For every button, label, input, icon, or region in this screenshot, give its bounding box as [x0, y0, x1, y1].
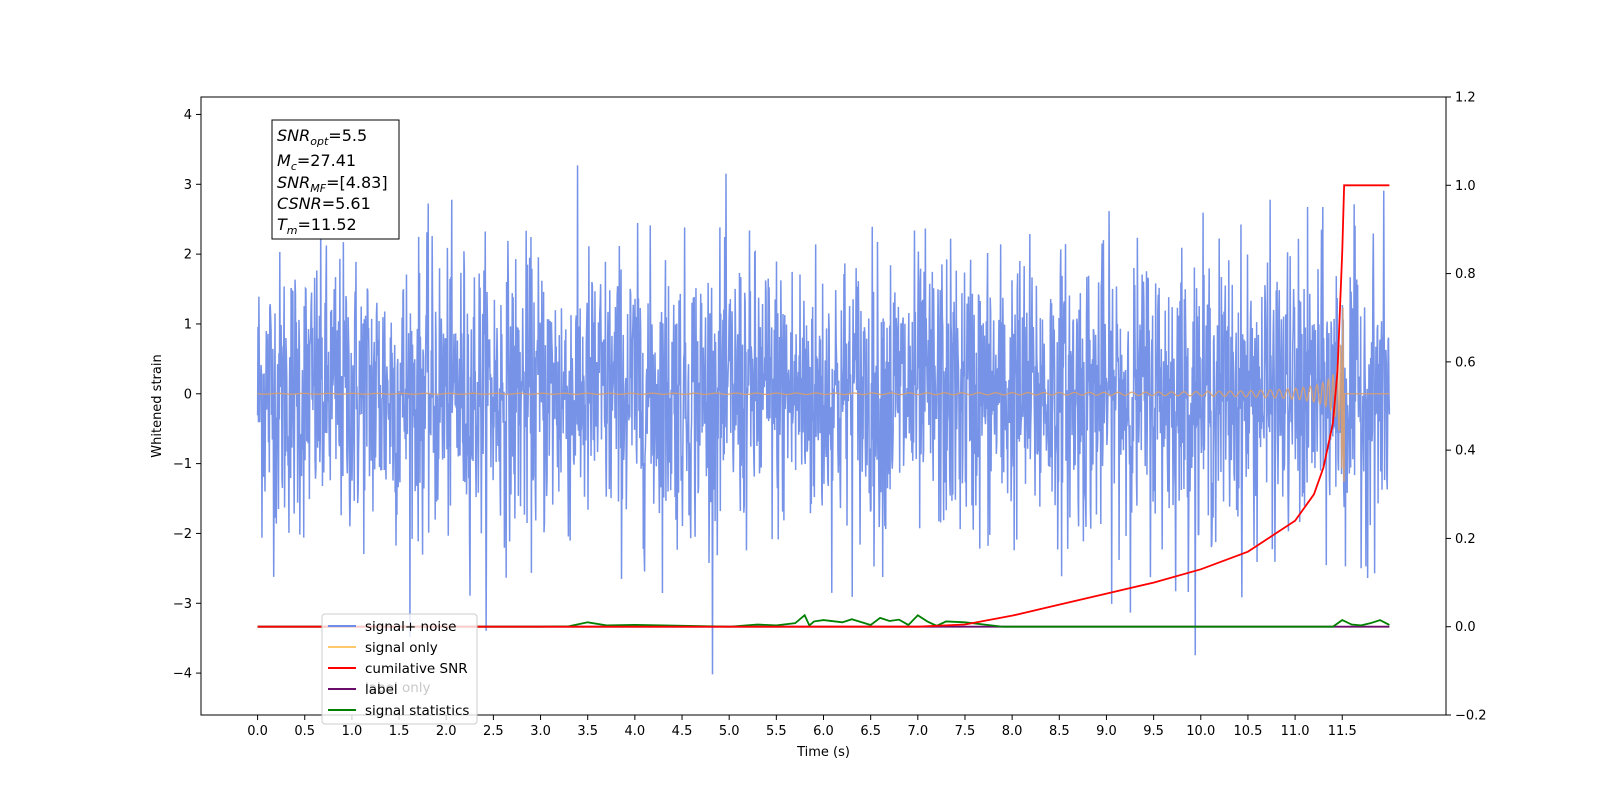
y-tick-label: −1: [173, 457, 192, 472]
x-tick-label: 1.0: [342, 724, 363, 739]
stats-annotation-box: SNRopt=5.5 Mc=27.41 SNRMF=[4.83] CSNR=5.…: [271, 119, 400, 240]
x-tick-label: 4.5: [672, 724, 693, 739]
y-tick-label: −2: [173, 527, 192, 542]
annotation-snr-opt: SNRopt=5.5: [277, 126, 367, 148]
x-tick-label: 5.0: [719, 724, 740, 739]
y-right-tick-label: 0.6: [1455, 355, 1476, 370]
y-right-tick-label: 1.2: [1455, 91, 1476, 106]
y-tick-label: 3: [184, 178, 192, 193]
series-cumulative-snr-line: [257, 184, 1390, 628]
x-tick-label: 9.0: [1096, 724, 1117, 739]
series-signal-plus-noise-line: [256, 165, 1391, 675]
y-tick-label: 0: [184, 387, 192, 402]
annotation-snr-mf: SNRMF=[4.83]: [277, 173, 388, 195]
legend: label only signal+ noise signal only cumil…: [321, 613, 478, 725]
legend-entry-label: signal+ noise: [365, 619, 456, 635]
y-tick-label: −3: [173, 597, 192, 612]
x-tick-label: 6.5: [860, 724, 881, 739]
y-tick-label: 1: [184, 317, 192, 332]
x-tick-label: 2.5: [483, 724, 504, 739]
x-tick-label: 10.5: [1233, 724, 1262, 739]
x-tick-label: 7.5: [955, 724, 976, 739]
x-tick-label: 10.0: [1186, 724, 1215, 739]
legend-entry-label: cumilative SNR: [365, 661, 468, 677]
series-signal-only-line: [257, 307, 1390, 482]
y-right-tick-label: 0.8: [1455, 267, 1476, 282]
x-tick-label: 3.0: [530, 724, 551, 739]
annotation-csnr: CSNR=5.61: [277, 194, 371, 213]
x-tick-label: 8.0: [1002, 724, 1023, 739]
y-right-tick-label: 0.0: [1455, 620, 1476, 635]
legend-ghost-text: label only: [365, 680, 431, 696]
axes: 0.0 0.5 1.0 1.5 2.0 2.5 3.0 3.5 4.0 4.5 5.0 5.5 6.0 6…: [150, 91, 1487, 761]
x-tick-label: 3.5: [577, 724, 598, 739]
y-right-tick-label: −0.2: [1455, 709, 1487, 724]
legend-entry-label: signal only: [365, 640, 438, 656]
legend-entry-label: signal statistics: [365, 703, 469, 719]
y-right-tick-label: 0.4: [1455, 444, 1476, 459]
x-tick-label: 1.5: [389, 724, 410, 739]
x-tick-label: 8.5: [1049, 724, 1070, 739]
y-right-tick-label: 1.0: [1455, 179, 1476, 194]
legend-frame: [321, 613, 478, 725]
x-tick-label: 2.0: [436, 724, 457, 739]
y-tick-label: 4: [184, 108, 192, 123]
x-axis-label: Time (s): [796, 745, 850, 760]
y-axis-label: Whitened strain: [150, 354, 165, 457]
y-tick-label: −4: [173, 667, 192, 682]
y-right-tick-label: 0.2: [1455, 532, 1476, 547]
annotation-merger-time: Tm=11.52: [277, 215, 357, 237]
legend-entry-label: label: [365, 682, 398, 698]
x-tick-label: 11.0: [1281, 724, 1310, 739]
x-tick-label: 9.5: [1143, 724, 1164, 739]
x-tick-label: 4.0: [625, 724, 646, 739]
y-tick-label: 2: [184, 248, 192, 263]
x-tick-label: 5.5: [766, 724, 787, 739]
x-tick-label: 0.0: [247, 724, 268, 739]
x-tick-label: 7.0: [907, 724, 928, 739]
x-tick-label: 11.5: [1328, 724, 1357, 739]
x-tick-label: 6.0: [813, 724, 834, 739]
x-tick-label: 0.5: [294, 724, 315, 739]
annotation-frame: [271, 119, 400, 240]
annotation-chirp-mass: Mc=27.41: [277, 151, 356, 173]
